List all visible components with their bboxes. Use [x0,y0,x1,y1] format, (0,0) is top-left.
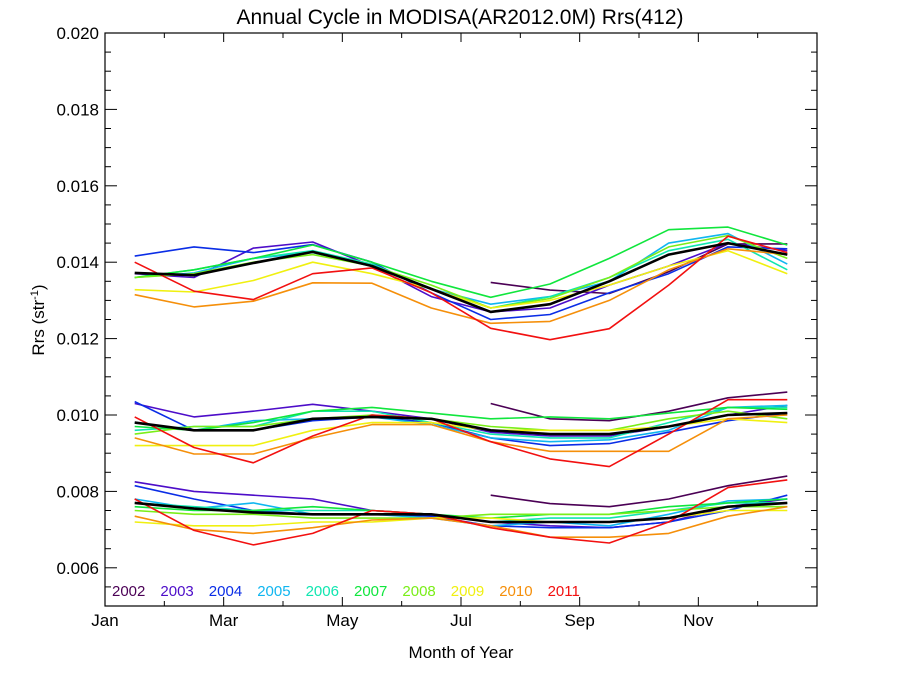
legend-entry-2002: 2002 [112,583,145,600]
y-axis-label-superscript: -1 [29,290,41,300]
legend-entry-2003: 2003 [160,583,193,600]
legend-entry-2004: 2004 [209,583,242,600]
chart-title: Annual Cycle in MODISA(AR2012.0M) Rrs(41… [237,6,684,29]
series-2011-middle-line [134,398,788,468]
series-mean-lower-line [134,501,788,524]
plot-frame [104,32,818,607]
y-tick-label: 0.006 [56,559,99,578]
legend-entry-2011: 2011 [548,583,580,600]
x-tick-label: Nov [683,611,714,630]
x-tick-label: Jan [91,611,118,630]
series-2008-lower-line [134,505,788,519]
y-tick-label: 0.016 [56,177,99,196]
y-axis-label: Rrs (str-1) [29,284,48,355]
y-tick-label: 0.014 [56,253,99,272]
y-axis-label-close: ) [29,284,48,290]
series-2010-lower-line [134,505,788,539]
y-tick-label: 0.020 [56,24,99,43]
legend-entry-2007: 2007 [354,583,387,600]
x-tick-label: May [326,611,359,630]
y-tick-label: 0.012 [56,330,99,349]
x-tick-label: Sep [565,611,595,630]
series-2003-upper-line [134,241,788,313]
y-tick-label: 0.010 [56,406,99,425]
series-2005-middle-line [134,404,788,443]
y-axis-label-main: Rrs (str [29,300,48,356]
series-2011-lower-line [134,479,788,546]
legend: 2002 2003 2004 2005 2006 2007 2008 2009 2010 2011 [112,583,580,600]
series-mean-middle-line [134,411,788,436]
series-layer [134,226,788,546]
legend-entry-2005: 2005 [257,583,290,600]
legend-entry-2006: 2006 [306,583,339,600]
x-axis-label: Month of Year [409,643,514,662]
series-2011-upper-line [134,235,788,341]
x-tick-label: Jul [450,611,472,630]
x-tick-label: Mar [209,611,239,630]
series-2007-middle-line [134,406,788,432]
series-2008-middle-line [134,410,788,435]
series-2007-upper-line [134,226,788,299]
series-2004-upper-line [134,243,788,321]
axis-layer: Jan Mar May Jul Sep Nov 0.006 0.008 0.010 0.012 0.… [56,24,817,630]
series-2009-upper-line [134,249,788,309]
y-tick-label: 0.018 [56,100,99,119]
series-2010-upper-line [134,248,788,325]
series-2010-middle-line [134,414,788,455]
series-2002-lower-line [490,475,788,508]
series-mean-upper-line [134,241,788,314]
legend-entry-2008: 2008 [402,583,435,600]
y-tick-label: 0.008 [56,482,99,501]
legend-entry-2010: 2010 [499,583,532,600]
legend-entry-2009: 2009 [451,583,484,600]
